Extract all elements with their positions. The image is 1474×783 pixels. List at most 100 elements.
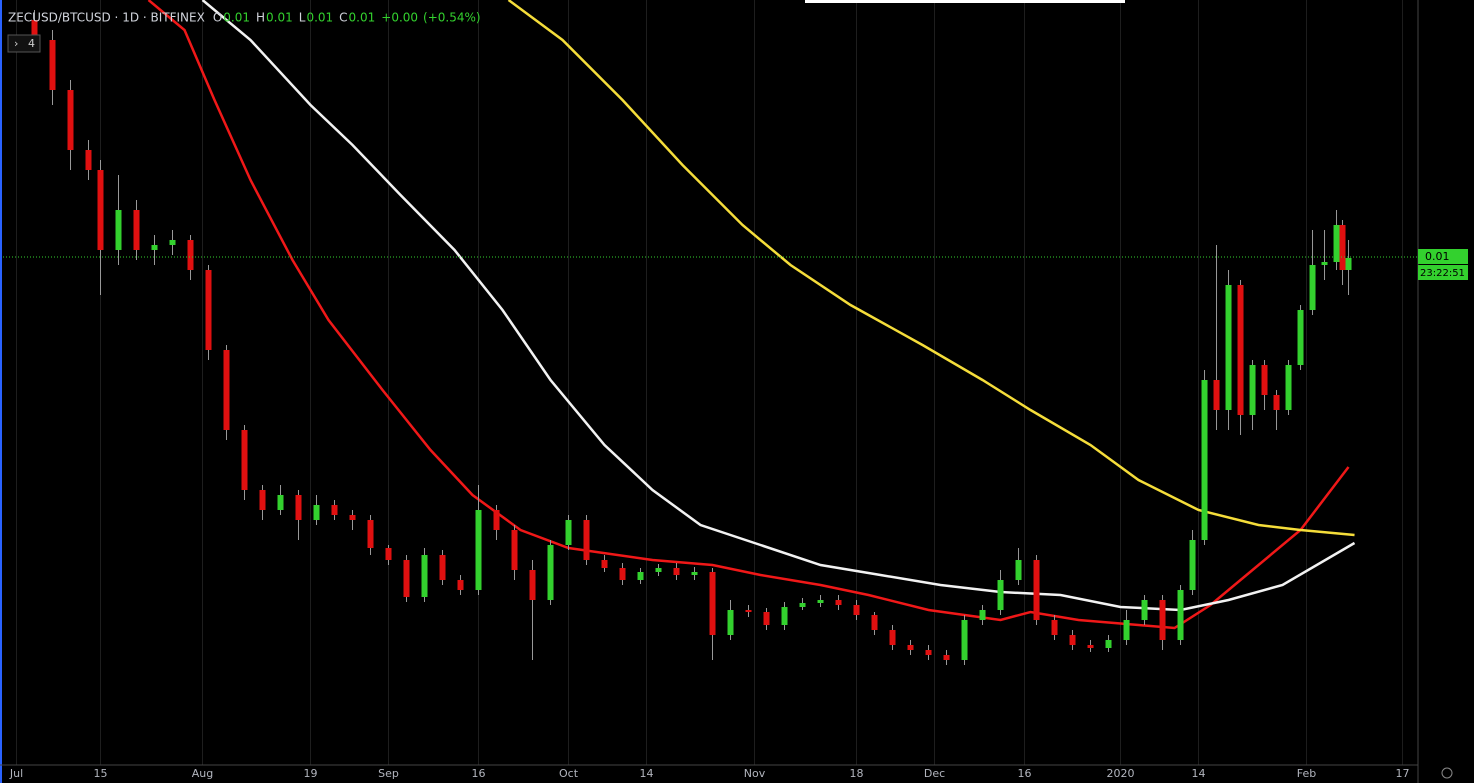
candle-body [475, 510, 482, 590]
candle-body [295, 495, 302, 520]
candle-body [1339, 225, 1346, 270]
candle-body [925, 650, 932, 655]
candle-body [745, 610, 752, 612]
candle-body [979, 610, 986, 620]
candle-body [115, 210, 122, 250]
candle-body [799, 603, 806, 607]
x-tick-label: Dec [924, 767, 945, 780]
candle-body [709, 572, 716, 635]
x-tick-label: Nov [744, 767, 766, 780]
x-tick-label: 2020 [1107, 767, 1135, 780]
candle-body [1285, 365, 1292, 410]
legend-text: +0.00 [381, 11, 418, 25]
candle-body [655, 568, 662, 572]
candle-body [439, 555, 446, 580]
candle-body [385, 548, 392, 560]
x-tick-label: 17 [1396, 767, 1410, 780]
x-tick-label: 18 [850, 767, 864, 780]
candle-body [1015, 560, 1022, 580]
candle-body [85, 150, 92, 170]
candle-body [1321, 262, 1328, 265]
candle-body [763, 612, 770, 625]
x-tick-label: Sep [378, 767, 399, 780]
candle-body [673, 568, 680, 575]
indicator-toggle[interactable] [7, 34, 41, 53]
candle-body [1069, 635, 1076, 645]
candle-body [49, 40, 56, 90]
candle-body [1237, 285, 1244, 415]
candle-body [1273, 395, 1280, 410]
candle-body [907, 645, 914, 650]
candle-body [601, 560, 608, 568]
candle-body [889, 630, 896, 645]
x-tick-label: 16 [1018, 767, 1032, 780]
x-tick-label: Aug [192, 767, 213, 780]
candle-body [31, 20, 38, 40]
candle-body [1297, 310, 1304, 365]
candle-body [97, 170, 104, 250]
candle-body [313, 505, 320, 520]
candle-body [1333, 225, 1340, 262]
candle-body [331, 505, 338, 515]
price-label: 0.01 [1425, 250, 1450, 263]
x-tick-label: 14 [640, 767, 654, 780]
x-tick-label: 16 [472, 767, 486, 780]
legend-text: 0.01 [349, 11, 376, 25]
legend-text: 0.01 [223, 11, 250, 25]
legend-text: C [339, 11, 347, 25]
x-tick-label: Feb [1297, 767, 1316, 780]
candle-body [565, 520, 572, 545]
candle-body [961, 620, 968, 660]
candle-body [1201, 380, 1208, 540]
candle-body [1189, 540, 1196, 590]
candle-body [1345, 258, 1352, 270]
settings-icon[interactable] [1441, 767, 1453, 779]
x-tick-label: Jul [9, 767, 23, 780]
candle-body [871, 615, 878, 630]
legend-text: O [213, 11, 222, 25]
candle-body [619, 568, 626, 580]
x-tick-label: 15 [94, 767, 108, 780]
x-tick-label: 14 [1192, 767, 1206, 780]
indicator-arrow: › [14, 37, 18, 50]
legend-text: H [256, 11, 265, 25]
candle-body [1261, 365, 1268, 395]
countdown-box [1418, 265, 1468, 280]
candle-body [367, 520, 374, 548]
candle-body [511, 530, 518, 570]
candle-body [151, 245, 158, 250]
candle-body [727, 610, 734, 635]
candle-body [1213, 380, 1220, 410]
candle-body [493, 510, 500, 530]
candle-body [133, 210, 140, 250]
x-tick-label: 19 [304, 767, 318, 780]
candle-body [169, 240, 176, 245]
legend-text: 0.01 [266, 11, 293, 25]
price-label-box [1418, 249, 1468, 264]
candle-body [241, 430, 248, 490]
countdown: 23:22:51 [1420, 268, 1465, 279]
candle-body [403, 560, 410, 597]
candle-body [277, 495, 284, 510]
candle-body [457, 580, 464, 590]
moving-average-line [201, 0, 1356, 612]
candle-body [223, 350, 230, 430]
candle-body [67, 90, 74, 150]
candle-body [1033, 560, 1040, 620]
candle-body [349, 515, 356, 520]
candle-body [1177, 590, 1184, 640]
candle-body [1087, 645, 1094, 648]
chart-title: ZECUSD/BTCUSD · 1D · BITFINEX [8, 11, 205, 25]
candle-body [529, 570, 536, 600]
candle-body [1105, 640, 1112, 648]
legend-text: 0.01 [306, 11, 333, 25]
candle-body [1051, 620, 1058, 635]
candle-body [547, 545, 554, 600]
ohlc-legend: O 0.01 H 0.01 L 0.01 C 0.01 +0.00 (+0.54%) [213, 11, 481, 25]
candle-body [1141, 600, 1148, 620]
candle-body [817, 600, 824, 603]
candle-body [1309, 265, 1316, 310]
candle-body [583, 520, 590, 560]
candle-body [853, 605, 860, 615]
candle-body [187, 240, 194, 270]
